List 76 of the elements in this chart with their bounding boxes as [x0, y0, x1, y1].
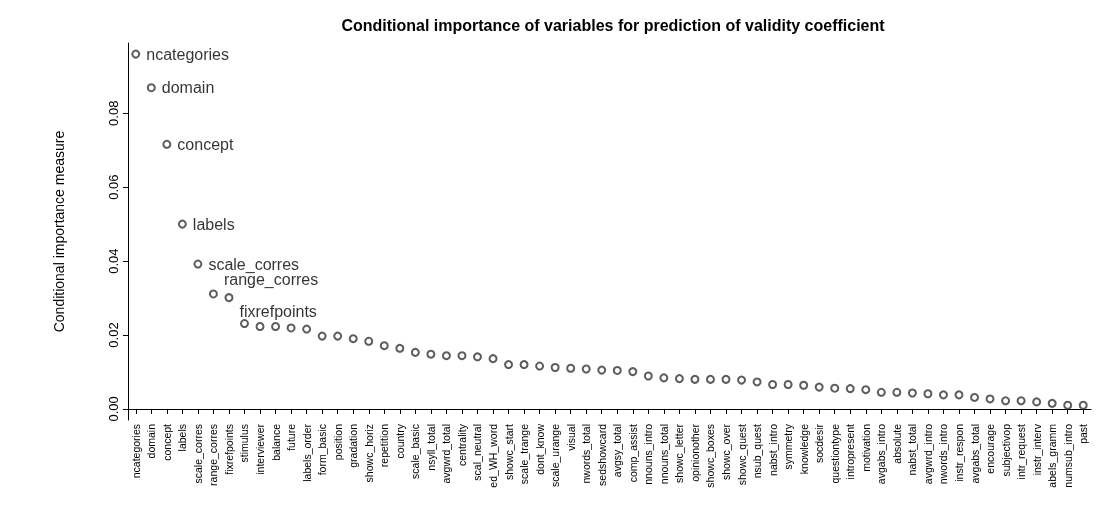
x-tick-label: scal_neutral: [471, 424, 484, 481]
x-tick-label: sedshowcard: [595, 423, 608, 486]
x-tick-label: avgsy_total: [611, 424, 624, 478]
x-tick-label: labels_order: [300, 423, 313, 482]
annotation: range_corres: [223, 271, 319, 290]
x-tick-label: scale_corres: [191, 424, 204, 484]
x-tick-label: showc_horiz: [362, 424, 375, 483]
y-tick-label: 0.06: [106, 174, 121, 200]
x-tick-label: scale_basic: [409, 424, 422, 479]
x-tick-label: absolute: [890, 423, 903, 464]
x-tick-label: visual: [564, 424, 577, 451]
y-tick-label: 0.08: [106, 100, 121, 126]
x-tick-label: showc_boxes: [704, 424, 717, 488]
annotation: ncategories: [146, 45, 229, 63]
annotation: concept: [177, 135, 234, 153]
x-tick-label: subjectivop: [999, 423, 1012, 477]
x-tick-label: opinionother: [688, 423, 701, 482]
x-tick-label: past: [1077, 423, 1090, 444]
x-tick-label: nnouns_intro: [642, 423, 655, 485]
x-tick-label: labels: [176, 424, 189, 452]
x-tick-label: avgwrd_intro: [921, 423, 934, 485]
x-tick-label: repetition: [378, 423, 391, 468]
x-tick-label: balance: [269, 423, 282, 461]
x-tick-label: nsub_quest: [751, 423, 764, 479]
x-tick-label: dont_know: [533, 423, 546, 475]
x-tick-label: intropresent: [844, 423, 857, 480]
x-tick-label: avgabs_total: [968, 424, 981, 484]
y-tick-label: 0.02: [106, 322, 121, 348]
x-tick-label: intr_request: [1015, 423, 1028, 480]
x-tick-label: instr_respon: [952, 423, 965, 482]
annotation: labels: [192, 215, 235, 233]
x-tick-label: stimulus: [238, 424, 251, 463]
x-tick-label: showc_quest: [735, 423, 748, 486]
x-tick-label: numsub_intro: [1061, 423, 1074, 488]
x-tick-label: scale_trange: [518, 423, 531, 485]
x-tick-label: country: [393, 423, 406, 459]
annotation: scale_corres: [208, 255, 300, 274]
x-tick-label: nabst_total: [906, 424, 919, 476]
x-tick-label: concept: [160, 423, 173, 461]
x-tick-label: motivation: [859, 423, 872, 472]
x-tick-label: showc_start: [502, 423, 515, 481]
x-tick-label: centrality: [455, 423, 468, 467]
x-tick-label: domain: [145, 423, 158, 459]
x-tick-label: symmetry: [782, 423, 795, 470]
x-tick-label: scale_urange: [549, 423, 562, 488]
x-tick-label: future: [285, 423, 298, 451]
x-tick-label: showc_letter: [673, 423, 686, 483]
x-tick-label: nnouns_total: [657, 424, 670, 485]
x-tick-label: form_basic: [316, 424, 329, 476]
y-tick-label: 0.04: [106, 248, 121, 274]
x-tick-label: range_corres: [207, 424, 220, 486]
annotation: domain: [161, 79, 215, 97]
x-tick-label: nwords_intro: [937, 423, 950, 485]
x-tick-label: abels_gramm: [1046, 423, 1059, 488]
annotation: fixrefpoints: [239, 303, 317, 321]
x-tick-label: encourage: [984, 423, 997, 474]
y-axis-title: Conditional importance measure: [51, 130, 67, 333]
x-tick-label: socdesir: [813, 423, 826, 464]
chart-title: Conditional importance of variables for prediction of validity coefficient: [341, 16, 886, 34]
x-tick-label: ed_WH_word: [487, 423, 500, 488]
x-tick-label: ncategories: [129, 424, 142, 479]
y-tick-label: 0.00: [106, 396, 121, 422]
x-tick-label: interviewer: [254, 423, 267, 475]
x-tick-label: nabst_intro: [766, 423, 779, 476]
x-tick-label: gradation: [347, 423, 360, 468]
x-tick-label: instr_interv: [1030, 423, 1043, 476]
x-tick-label: fixrefpoints: [222, 424, 235, 475]
x-tick-label: avgwrd_total: [440, 424, 453, 484]
x-tick-label: showc_over: [719, 423, 732, 481]
x-tick-label: nwords_total: [580, 424, 593, 484]
x-tick-label: questiontype: [828, 423, 841, 484]
x-tick-label: avgabs_intro: [875, 423, 888, 485]
x-tick-label: knowledge: [797, 423, 810, 475]
x-tick-label: nsyll_total: [424, 424, 437, 471]
x-tick-label: comp_assist: [626, 423, 639, 483]
x-tick-label: position: [331, 423, 344, 461]
